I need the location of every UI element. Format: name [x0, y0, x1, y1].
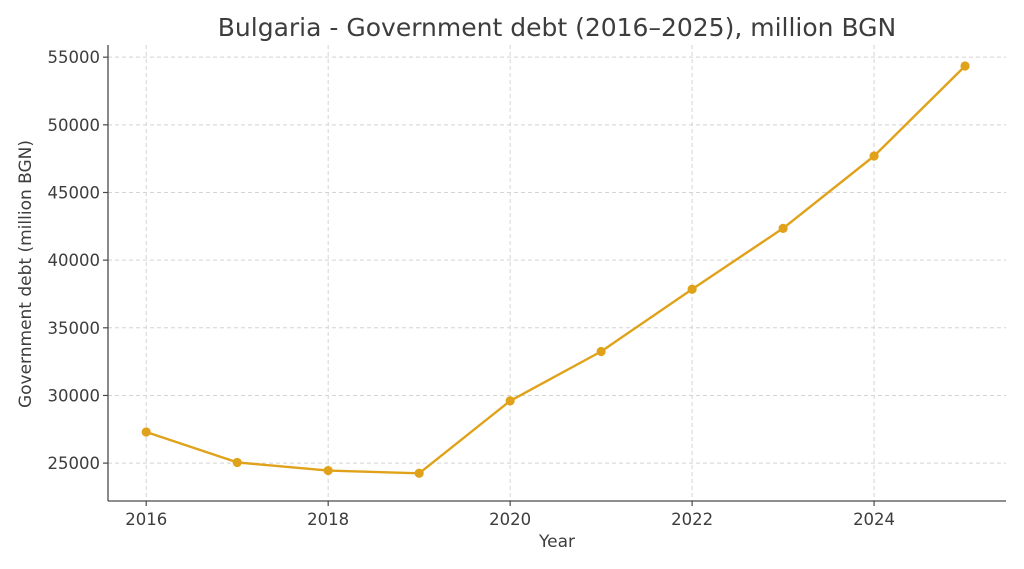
chart-title: Bulgaria - Government debt (2016–2025), …: [218, 13, 896, 42]
x-tick-label: 2024: [853, 510, 895, 529]
data-point: [505, 396, 515, 406]
ticks: 2016 2018 2020 2022 2024 25000 30000 35000 40000…: [48, 48, 896, 529]
y-tick-label: 30000: [48, 386, 101, 405]
series: [141, 61, 970, 478]
y-tick-label: 35000: [48, 319, 101, 338]
data-point: [596, 346, 606, 357]
grid: [108, 45, 1006, 501]
y-tick-label: 50000: [48, 116, 101, 135]
axes: [107, 45, 1006, 502]
data-point: [778, 223, 788, 233]
data-point: [687, 284, 697, 294]
data-point: [323, 465, 333, 476]
y-axis-label: Government debt (million BGN): [16, 140, 36, 408]
series-line: [145, 65, 966, 475]
data-point: [232, 457, 242, 468]
x-tick-label: 2022: [671, 510, 713, 529]
x-tick-label: 2020: [489, 510, 531, 529]
data-point: [869, 151, 879, 161]
data-point: [960, 61, 970, 71]
x-tick-label: 2016: [125, 510, 167, 529]
y-tick-label: 40000: [48, 251, 101, 270]
data-point: [141, 427, 151, 437]
y-tick-label: 55000: [48, 48, 101, 67]
y-tick-label: 45000: [48, 183, 101, 202]
data-point: [414, 468, 424, 478]
x-tick-label: 2018: [307, 510, 349, 529]
y-tick-label: 25000: [48, 454, 101, 473]
x-axis-label: Year: [538, 532, 575, 552]
